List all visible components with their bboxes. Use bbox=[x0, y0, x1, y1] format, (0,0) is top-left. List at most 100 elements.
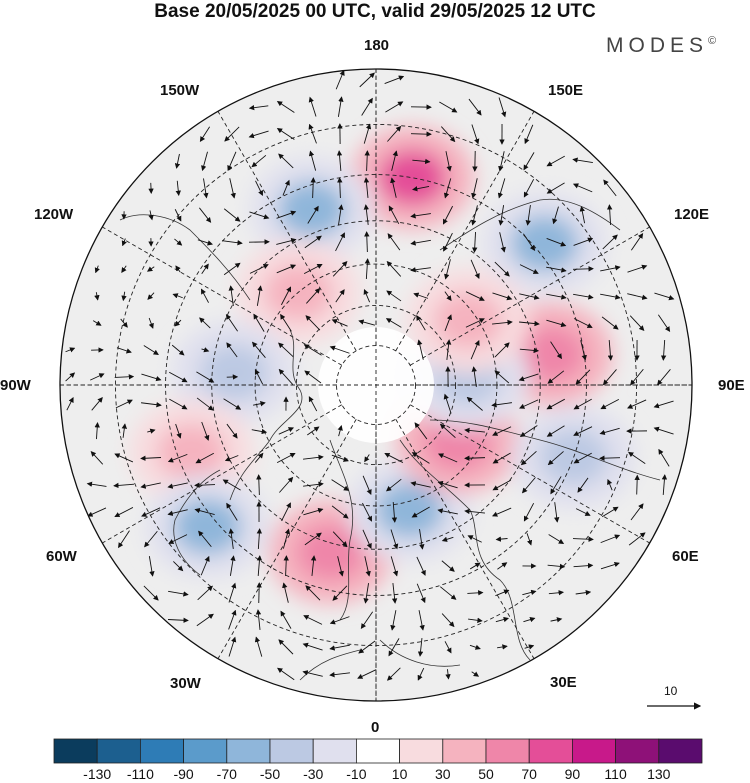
wind-vector bbox=[653, 426, 674, 435]
wind-vector bbox=[390, 177, 397, 198]
wind-vector bbox=[630, 233, 644, 251]
wind-vector bbox=[363, 583, 370, 604]
wind-vector bbox=[174, 238, 183, 246]
graticule bbox=[60, 69, 692, 701]
wind-vector bbox=[256, 555, 263, 577]
wind-vector bbox=[168, 534, 188, 544]
wind-vector bbox=[519, 425, 538, 437]
wind-vector bbox=[308, 396, 318, 412]
wind-vector bbox=[116, 347, 132, 354]
wind-vector bbox=[468, 98, 482, 116]
wind-vector bbox=[332, 531, 348, 547]
wind-vector bbox=[445, 339, 452, 360]
wind-vector bbox=[602, 234, 618, 250]
anomaly-hudson-high bbox=[157, 424, 226, 481]
wind-vector bbox=[303, 481, 324, 488]
wind-vector bbox=[519, 293, 540, 300]
wind-vector bbox=[363, 123, 372, 144]
legend-swatch bbox=[53, 738, 98, 764]
wind-vector bbox=[464, 427, 485, 434]
wind-vector bbox=[444, 259, 451, 280]
wind-vector bbox=[362, 475, 372, 496]
wind-vector bbox=[523, 617, 536, 623]
wind-vector bbox=[302, 670, 323, 677]
wind-vector bbox=[140, 482, 161, 489]
wind-vector bbox=[87, 507, 107, 517]
wind-vector bbox=[337, 96, 344, 117]
wind-vector bbox=[629, 315, 645, 332]
wind-vector bbox=[281, 502, 291, 522]
wind-vector bbox=[92, 320, 102, 326]
legend-swatch bbox=[528, 738, 573, 764]
wind-vector bbox=[331, 454, 349, 462]
wind-vector bbox=[282, 528, 291, 549]
legend-tick-label: 90 bbox=[564, 766, 581, 782]
wind-vector bbox=[386, 260, 402, 277]
wind-vector bbox=[201, 421, 210, 441]
wind-vector bbox=[492, 479, 511, 491]
legend-tick-label: -70 bbox=[216, 766, 237, 782]
wind-vector bbox=[359, 72, 375, 88]
wind-vector bbox=[573, 293, 594, 300]
wind-vector bbox=[546, 238, 567, 247]
wind-vector bbox=[147, 292, 155, 300]
wind-vector bbox=[174, 153, 181, 169]
wind-vector bbox=[410, 131, 432, 137]
wind-vector bbox=[600, 534, 621, 544]
wind-vector bbox=[141, 507, 161, 517]
wind-vector bbox=[256, 528, 263, 550]
wind-vector bbox=[465, 291, 485, 301]
wind-vector bbox=[573, 426, 593, 436]
wind-vector bbox=[364, 454, 370, 463]
wind-vector bbox=[520, 451, 537, 466]
wind-vector bbox=[523, 233, 536, 252]
wind-vector bbox=[391, 501, 398, 523]
wind-vector bbox=[94, 265, 100, 274]
wind-vector bbox=[437, 480, 458, 489]
wind-vector bbox=[417, 667, 425, 681]
wind-vector bbox=[148, 210, 154, 221]
wind-vector bbox=[518, 373, 539, 382]
wind-vector bbox=[388, 205, 400, 225]
lon-label-150w: 150W bbox=[160, 82, 200, 99]
wind-vector bbox=[329, 616, 350, 625]
wind-vector bbox=[329, 644, 350, 651]
wind-vector bbox=[519, 320, 540, 327]
wind-vector bbox=[386, 667, 401, 681]
anomaly-scandinavia-low bbox=[375, 481, 444, 538]
legend-swatch bbox=[485, 738, 530, 764]
wind-vector bbox=[94, 292, 100, 301]
legend-tick-label: -50 bbox=[259, 766, 281, 782]
wind-vector bbox=[492, 452, 511, 464]
wind-vector bbox=[329, 671, 350, 678]
wind-vector bbox=[308, 150, 317, 171]
wind-vector bbox=[253, 313, 265, 332]
wind-vector bbox=[547, 451, 564, 466]
legend-tick-label: 30 bbox=[435, 766, 451, 782]
wind-vector bbox=[280, 610, 292, 629]
wind-vector bbox=[443, 232, 453, 252]
anomaly-canada-low bbox=[200, 344, 269, 401]
wind-vector bbox=[144, 530, 158, 548]
wind-vector bbox=[607, 339, 614, 361]
legend-swatch bbox=[399, 738, 444, 764]
wind-vector bbox=[494, 261, 510, 277]
wind-vector bbox=[414, 422, 428, 440]
lon-label-0: 0 bbox=[371, 719, 380, 736]
lon-label-60w: 60W bbox=[46, 548, 77, 565]
wind-vector bbox=[387, 125, 402, 142]
wind-vector bbox=[443, 393, 452, 414]
wind-vector bbox=[196, 613, 214, 627]
wind-vector bbox=[194, 482, 216, 488]
wind-vector bbox=[416, 315, 426, 331]
parallel bbox=[211, 220, 541, 550]
wind-vector bbox=[310, 177, 316, 199]
wind-vector bbox=[276, 210, 297, 219]
wind-vector bbox=[440, 126, 456, 143]
wind-vector bbox=[417, 637, 424, 657]
wind-vector bbox=[194, 508, 215, 515]
wind-vector bbox=[523, 502, 535, 522]
wind-vector bbox=[418, 610, 425, 631]
wind-vector bbox=[602, 369, 617, 386]
wind-vector bbox=[572, 536, 594, 542]
